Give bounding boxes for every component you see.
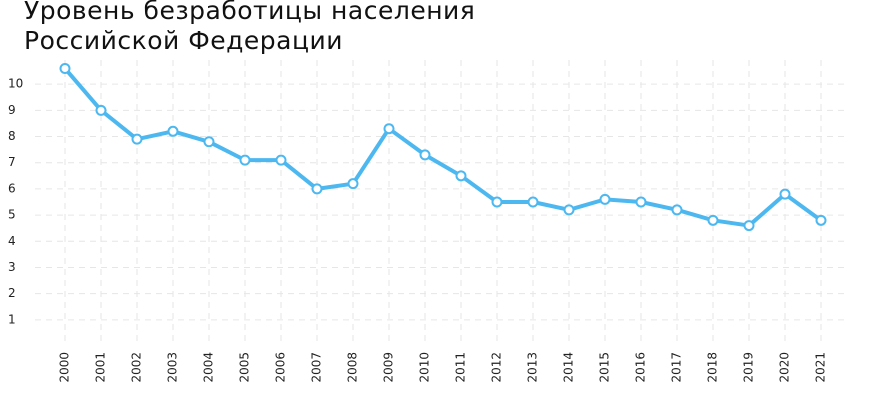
- point: [455, 170, 467, 182]
- point: [635, 196, 647, 208]
- point: [95, 104, 107, 116]
- point: [311, 183, 323, 195]
- point: [239, 154, 251, 166]
- x-tick-label: 2021: [814, 352, 828, 383]
- point: [347, 178, 359, 190]
- x-tick-label: 2002: [130, 352, 144, 383]
- x-tick-label: 2014: [562, 352, 576, 383]
- x-tick-label: 2020: [778, 352, 792, 383]
- point: [527, 196, 539, 208]
- x-tick-label: 2017: [670, 352, 684, 383]
- y-tick-label: 10: [8, 77, 23, 91]
- point: [563, 204, 575, 216]
- x-tick-label: 2015: [598, 352, 612, 383]
- y-tick-label: 1: [8, 312, 16, 326]
- x-tick-label: 2004: [202, 352, 216, 383]
- point: [707, 214, 719, 226]
- x-tick-label: 2009: [382, 352, 396, 383]
- x-tick-label: 2018: [706, 352, 720, 383]
- y-tick-label: 2: [8, 286, 16, 300]
- x-tick-label: 2000: [58, 352, 72, 383]
- point: [419, 149, 431, 161]
- x-tick-label: 2010: [418, 352, 432, 383]
- y-tick-label: 4: [8, 234, 16, 248]
- y-tick-label: 6: [8, 181, 16, 195]
- point: [599, 193, 611, 205]
- point: [203, 136, 215, 148]
- point: [131, 133, 143, 145]
- point: [59, 62, 71, 74]
- y-tick-label: 3: [8, 260, 16, 274]
- y-tick-label: 9: [8, 103, 16, 117]
- x-tick-label: 2003: [166, 352, 180, 383]
- x-tick-label: 2008: [346, 352, 360, 383]
- x-tick-label: 2006: [274, 352, 288, 383]
- x-tick-label: 2013: [526, 352, 540, 383]
- y-tick-label: 7: [8, 155, 16, 169]
- x-tick-label: 2016: [634, 352, 648, 383]
- line: [63, 67, 823, 228]
- point: [743, 220, 755, 232]
- point: [491, 196, 503, 208]
- point: [383, 123, 395, 135]
- point: [167, 125, 179, 137]
- point: [671, 204, 683, 216]
- point: [815, 214, 827, 226]
- x-tick-label: 2001: [94, 352, 108, 383]
- chart-title: Уровень безработицы населения Российской…: [24, 0, 476, 55]
- y-tick-label: 5: [8, 208, 16, 222]
- point: [275, 154, 287, 166]
- x-tick-label: 2012: [490, 352, 504, 383]
- y-tick-label: 8: [8, 129, 16, 143]
- x-tick-label: 2019: [742, 352, 756, 383]
- x-tick-label: 2011: [454, 352, 468, 383]
- point: [779, 188, 791, 200]
- x-tick-label: 2007: [310, 352, 324, 383]
- x-tick-label: 2005: [238, 352, 252, 383]
